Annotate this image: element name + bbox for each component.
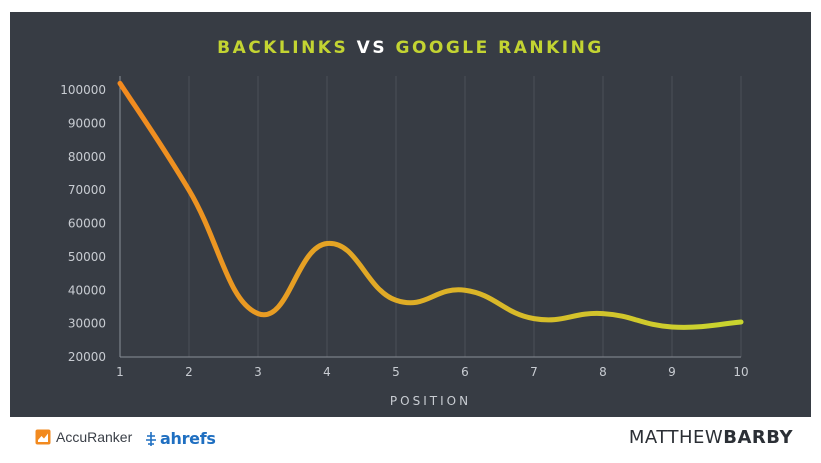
x-tick-label: 3 <box>254 365 262 379</box>
x-tick-label: 9 <box>668 365 676 379</box>
chart-panel: BACKLINKS VS GOOGLE RANKING 20000 30000 40… <box>10 12 811 417</box>
accuranker-label: AccuRanker <box>56 429 133 445</box>
x-tick-label: 4 <box>323 365 331 379</box>
author-first-name: MATTHEW <box>628 427 724 448</box>
accuranker-logo: AccuRanker <box>35 429 132 445</box>
x-tick-label: 1 <box>116 365 124 379</box>
line-layer <box>117 80 744 330</box>
author-logo: MATTHEW BARBY <box>629 427 793 448</box>
y-tick-label: 30000 <box>68 317 106 331</box>
y-tick-label: 70000 <box>68 183 106 197</box>
y-tick-label: 20000 <box>68 350 106 364</box>
x-tick-label: 8 <box>599 365 607 379</box>
label-layer: 20000 30000 40000 50000 60000 70000 80000 90000… <box>60 83 748 408</box>
chart-title-part-1: BACKLINKS <box>217 38 349 58</box>
x-tick-label: 5 <box>392 365 400 379</box>
axis-layer <box>119 76 741 358</box>
x-tick-label: 10 <box>733 365 748 379</box>
y-tick-label: 90000 <box>68 116 106 130</box>
y-tick-label: 60000 <box>68 217 106 231</box>
ahrefs-icon <box>146 431 156 446</box>
grid-layer <box>119 76 742 357</box>
series-line-0 <box>117 80 744 330</box>
y-tick-label: 100000 <box>60 83 106 97</box>
accuranker-icon <box>35 429 51 445</box>
x-tick-label: 7 <box>530 365 538 379</box>
ahrefs-label: ahrefs <box>160 429 216 448</box>
y-tick-label: 50000 <box>68 250 106 264</box>
x-tick-label: 2 <box>185 365 193 379</box>
x-tick-label: 6 <box>461 365 469 379</box>
y-tick-label: 40000 <box>68 283 106 297</box>
chart-title-part-3: GOOGLE RANKING <box>395 38 604 58</box>
author-last-name: BARBY <box>723 427 793 448</box>
chart-title-part-2: VS <box>356 38 388 58</box>
ahrefs-logo: ahrefs <box>145 429 216 448</box>
chart-svg: 20000 30000 40000 50000 60000 70000 80000 90000… <box>60 76 749 408</box>
footer: AccuRanker ahrefs MATTHEW BARBY <box>0 417 821 463</box>
x-axis-title: POSITION <box>390 394 471 408</box>
y-tick-label: 80000 <box>68 150 106 164</box>
chart-title: BACKLINKS VS GOOGLE RANKING <box>10 38 811 58</box>
